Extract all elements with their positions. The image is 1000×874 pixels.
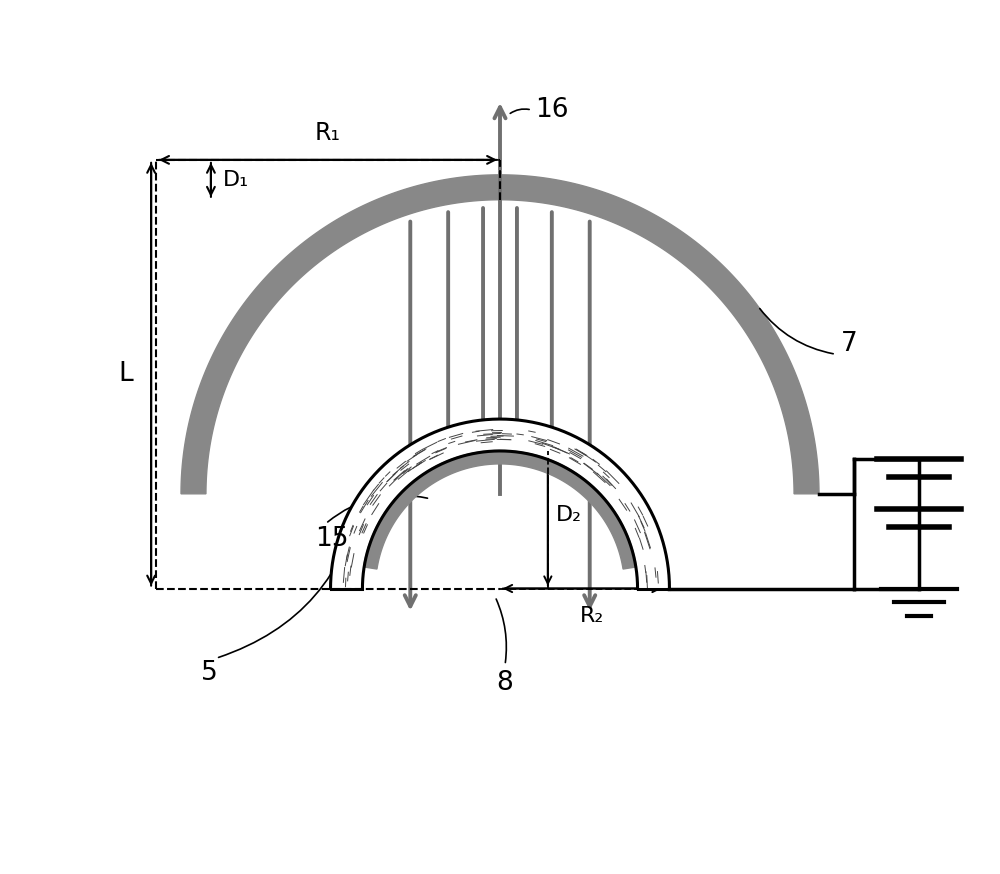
Text: 15: 15	[316, 525, 349, 551]
Text: 16: 16	[535, 97, 568, 123]
Polygon shape	[181, 175, 819, 494]
Polygon shape	[364, 450, 636, 569]
Text: R₁: R₁	[315, 121, 341, 145]
Text: R₂: R₂	[580, 607, 604, 627]
Text: 5: 5	[201, 660, 218, 686]
Text: 7: 7	[841, 331, 858, 357]
Text: D₂: D₂	[556, 505, 582, 524]
Text: 8: 8	[497, 670, 513, 697]
Polygon shape	[331, 419, 669, 588]
Text: L: L	[119, 361, 134, 387]
Text: D₁: D₁	[223, 170, 249, 190]
